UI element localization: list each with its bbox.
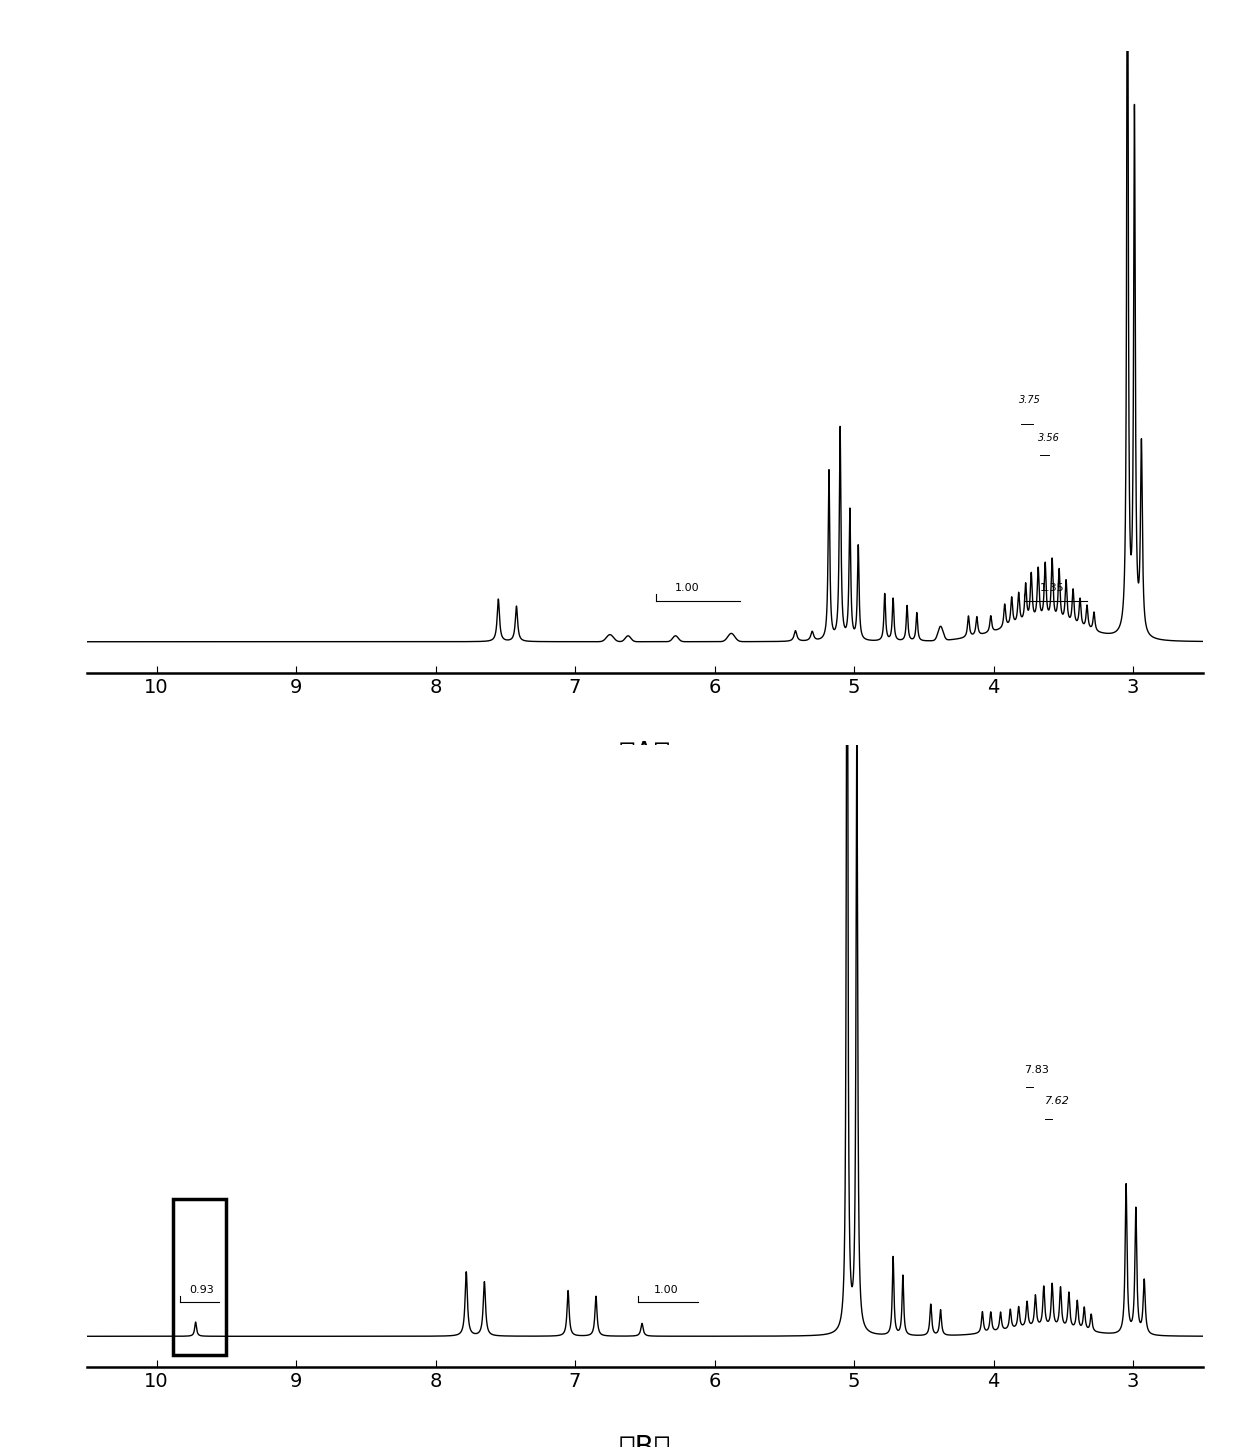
Text: 1.00: 1.00: [653, 1285, 678, 1295]
Text: 7.83: 7.83: [1024, 1065, 1049, 1075]
Text: 3.75: 3.75: [1019, 395, 1040, 405]
Text: （B）: （B）: [619, 1434, 671, 1447]
Text: 1.00: 1.00: [675, 583, 699, 593]
Text: 7.62: 7.62: [1045, 1095, 1070, 1106]
Text: 1.35: 1.35: [1040, 583, 1064, 593]
Text: 3.56: 3.56: [1038, 433, 1060, 443]
Text: （A）: （A）: [619, 739, 671, 768]
Text: 0.93: 0.93: [188, 1285, 213, 1295]
Bar: [174, 1200, 226, 1354]
